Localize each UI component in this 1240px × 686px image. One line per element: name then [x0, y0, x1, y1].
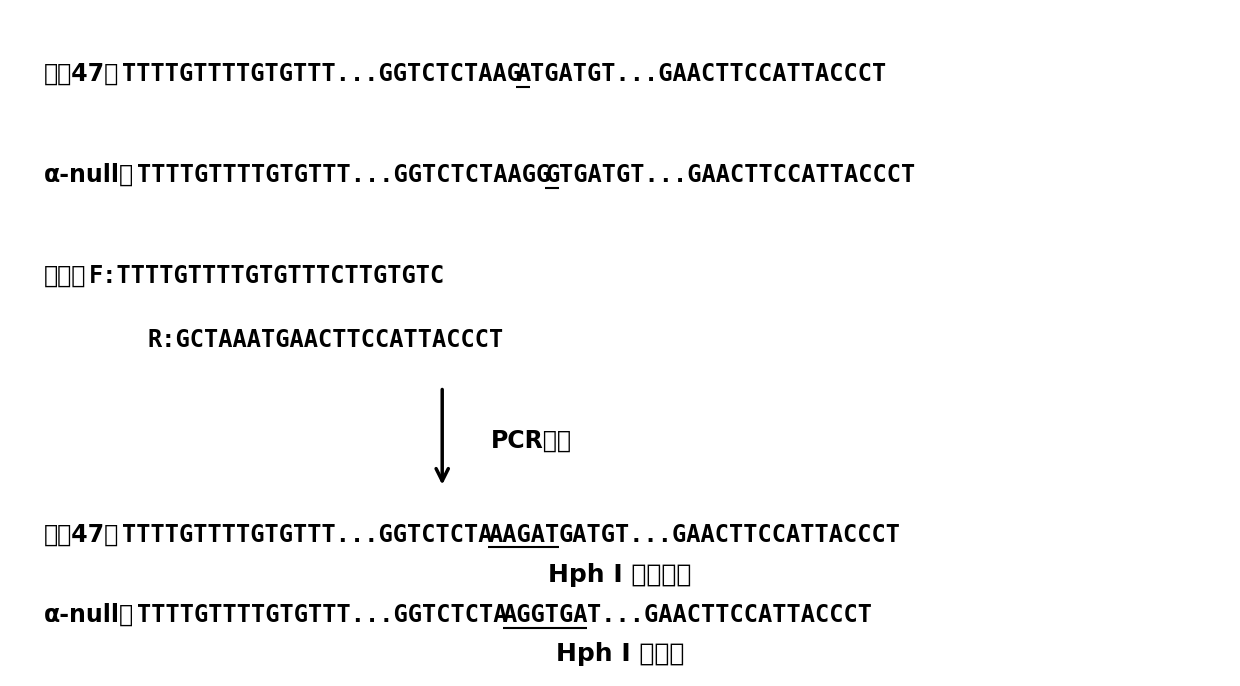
Text: Hph I 不能识别: Hph I 不能识别	[548, 563, 692, 587]
Text: R:GCTAAATGAACTTCCATTACCCT: R:GCTAAATGAACTTCCATTACCCT	[148, 328, 505, 352]
Text: Hph I 能识别: Hph I 能识别	[556, 641, 684, 665]
Text: AAGAT: AAGAT	[489, 523, 559, 547]
Text: α-null：: α-null：	[43, 163, 134, 187]
Text: PCR扩增: PCR扩增	[491, 429, 572, 453]
Text: 东农47：: 东农47：	[43, 62, 119, 86]
Text: AGGTGA: AGGTGA	[503, 603, 588, 627]
Text: TTTTGTTTTGTGTTT...GGTCTCTAAG: TTTTGTTTTGTGTTT...GGTCTCTAAG	[122, 62, 521, 86]
Text: A: A	[516, 62, 531, 86]
Text: TGATGT...GAACTTCCATTACCCT: TGATGT...GAACTTCCATTACCCT	[531, 62, 887, 86]
Text: 东农47：: 东农47：	[43, 523, 119, 547]
Text: GATGT...GAACTTCCATTACCCT: GATGT...GAACTTCCATTACCCT	[558, 523, 900, 547]
Text: F:TTTTGTTTTGTGTTTCTTGTGTC: F:TTTTGTTTTGTGTTTCTTGTGTC	[89, 264, 445, 288]
Text: 引物：: 引物：	[43, 264, 86, 288]
Text: G: G	[546, 163, 559, 187]
Text: TTTTGTTTTGTGTTT...GGTCTCTA: TTTTGTTTTGTGTTT...GGTCTCTA	[136, 603, 507, 627]
Text: TGATGT...GAACTTCCATTACCCT: TGATGT...GAACTTCCATTACCCT	[559, 163, 915, 187]
Text: α-null：: α-null：	[43, 603, 134, 627]
Text: TTTTGTTTTGTGTTT...GGTCTCTAAGG: TTTTGTTTTGTGTTT...GGTCTCTAAGG	[136, 163, 549, 187]
Text: TTTTGTTTTGTGTTT...GGTCTCTA: TTTTGTTTTGTGTTT...GGTCTCTA	[122, 523, 492, 547]
Text: T...GAACTTCCATTACCCT: T...GAACTTCCATTACCCT	[588, 603, 873, 627]
